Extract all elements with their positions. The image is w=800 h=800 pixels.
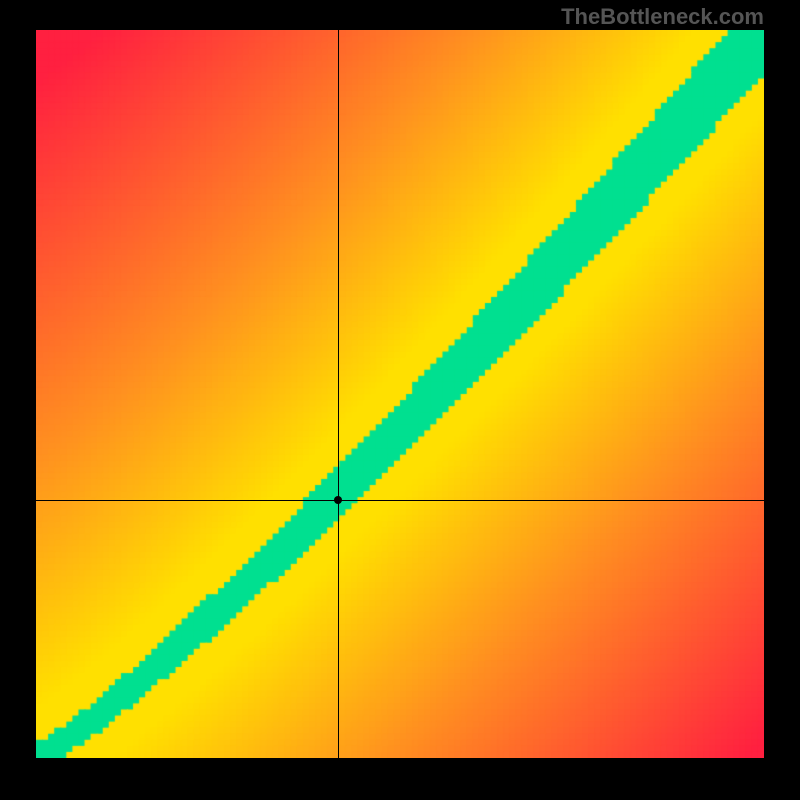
chart-container: TheBottleneck.com	[0, 0, 800, 800]
watermark-text: TheBottleneck.com	[561, 4, 764, 30]
bottleneck-heatmap	[36, 30, 764, 758]
crosshair-point	[334, 496, 342, 504]
crosshair-horizontal	[36, 500, 764, 501]
plot-area	[36, 30, 764, 758]
crosshair-vertical	[338, 30, 339, 758]
